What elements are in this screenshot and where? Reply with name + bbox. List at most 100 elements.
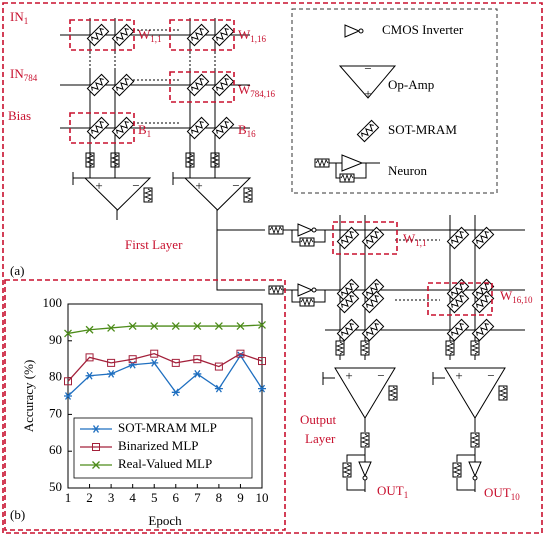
- resistor-zigzag: [85, 153, 95, 167]
- op-amp: [183, 177, 252, 211]
- wire: [314, 230, 326, 243]
- op-amp: [334, 367, 396, 419]
- device-zigzag: [475, 230, 489, 244]
- resistor: [339, 173, 355, 183]
- device-body: [471, 318, 495, 342]
- device-zigzag: [450, 294, 464, 308]
- resistor: [299, 297, 315, 307]
- device-zigzag: [340, 282, 354, 296]
- label-output: Output: [300, 412, 337, 427]
- device-zigzag: [340, 230, 354, 244]
- sot-mram-device: [361, 290, 385, 314]
- device-zigzag: [365, 230, 379, 244]
- resistor-zigzag: [269, 225, 283, 235]
- op-amp-plus: +: [345, 368, 352, 383]
- device-zigzag: [215, 120, 229, 134]
- device-zigzag: [90, 120, 104, 134]
- label-in-784: IN784: [10, 66, 38, 83]
- x-tick-label: 9: [237, 490, 244, 505]
- op-amp-minus: −: [232, 178, 239, 193]
- accuracy-chart: Epoch Accuracy (%) 50 60 70 80 90 100 1 2 3 4 5 6 7 8…: [21, 295, 269, 528]
- sot-mram-device: [211, 73, 235, 97]
- y-tick-label: 50: [49, 479, 62, 494]
- weight-box: [69, 19, 135, 51]
- marker: [107, 358, 116, 367]
- wire: [335, 163, 340, 179]
- label-sub: 1: [24, 16, 29, 26]
- resistor-zigzag: [452, 463, 462, 477]
- device-body: [361, 318, 385, 342]
- device-zigzag: [190, 77, 204, 91]
- sot-mram-device: [211, 116, 235, 140]
- device-zigzag: [450, 230, 464, 244]
- label-in-1: IN1: [10, 9, 28, 26]
- x-tick-label: 4: [129, 490, 136, 505]
- marker: [236, 322, 245, 331]
- label-sub: 1: [147, 129, 152, 139]
- device-zigzag: [365, 282, 379, 296]
- label-w2-1-1: W1,1: [403, 231, 427, 248]
- sot-mram-device: [86, 116, 110, 140]
- device-body: [446, 226, 470, 250]
- wire: [354, 163, 367, 179]
- inverter-bubble: [362, 475, 368, 481]
- label-w2-16-10: W16,10: [500, 288, 533, 305]
- inverter-bubble: [472, 475, 478, 481]
- resistor: [268, 225, 284, 235]
- marker: [193, 355, 202, 364]
- wire: [216, 230, 265, 291]
- label-first-layer: First Layer: [125, 237, 183, 252]
- label-sub: 784: [24, 73, 38, 83]
- sot-mram-device: [336, 226, 360, 250]
- device-zigzag: [365, 322, 379, 336]
- resistor-zigzag: [300, 237, 314, 247]
- device-body: [211, 73, 235, 97]
- marker: [64, 392, 72, 400]
- device-zigzag: [450, 322, 464, 336]
- label-text: B: [138, 122, 147, 137]
- panel-label: (b): [10, 507, 25, 522]
- resistor-zigzag: [110, 153, 120, 167]
- resistor-zigzag: [315, 158, 329, 168]
- legend-minus: −: [364, 61, 371, 76]
- y-tick-label: 90: [49, 332, 62, 347]
- op-amp-plus: +: [455, 368, 462, 383]
- label-sub: 1,1: [415, 238, 426, 248]
- weight-box: [169, 71, 235, 103]
- sot-mram-device: [111, 73, 135, 97]
- resistor-zigzag: [243, 188, 253, 202]
- label-text: IN: [10, 9, 24, 24]
- wire: [216, 210, 265, 231]
- device-body: [211, 116, 235, 140]
- label-text: W: [238, 27, 251, 42]
- resistor: [342, 462, 352, 478]
- x-tick-label: 7: [194, 490, 201, 505]
- device-body: [111, 116, 135, 140]
- device-body: [86, 23, 110, 47]
- label-sub: 10: [511, 492, 521, 502]
- resistor-zigzag: [360, 433, 370, 447]
- device-body: [86, 116, 110, 140]
- resistor: [388, 385, 398, 401]
- marker: [214, 322, 223, 331]
- resistor: [470, 432, 480, 448]
- resistor-zigzag: [498, 386, 508, 400]
- device-zigzag: [90, 77, 104, 91]
- device-body: [446, 318, 470, 342]
- wire: [456, 454, 475, 462]
- op-amp-minus: −: [377, 368, 384, 383]
- circuit-layout: − + − + − + − + − +: [60, 18, 525, 492]
- label-b-1: B1: [138, 122, 151, 139]
- sot-mram-device: [336, 318, 360, 342]
- inverter: [358, 461, 372, 478]
- label-text: OUT: [377, 483, 404, 498]
- op-amp-symbol: [338, 65, 397, 99]
- label-out-10: OUT10: [484, 485, 520, 502]
- neuron-amp: [341, 154, 364, 172]
- wire: [291, 230, 300, 243]
- marker: [64, 329, 72, 338]
- weight-box: [169, 19, 235, 51]
- resistor: [143, 187, 153, 203]
- resistor-zigzag: [269, 285, 283, 295]
- series-line: [67, 352, 263, 382]
